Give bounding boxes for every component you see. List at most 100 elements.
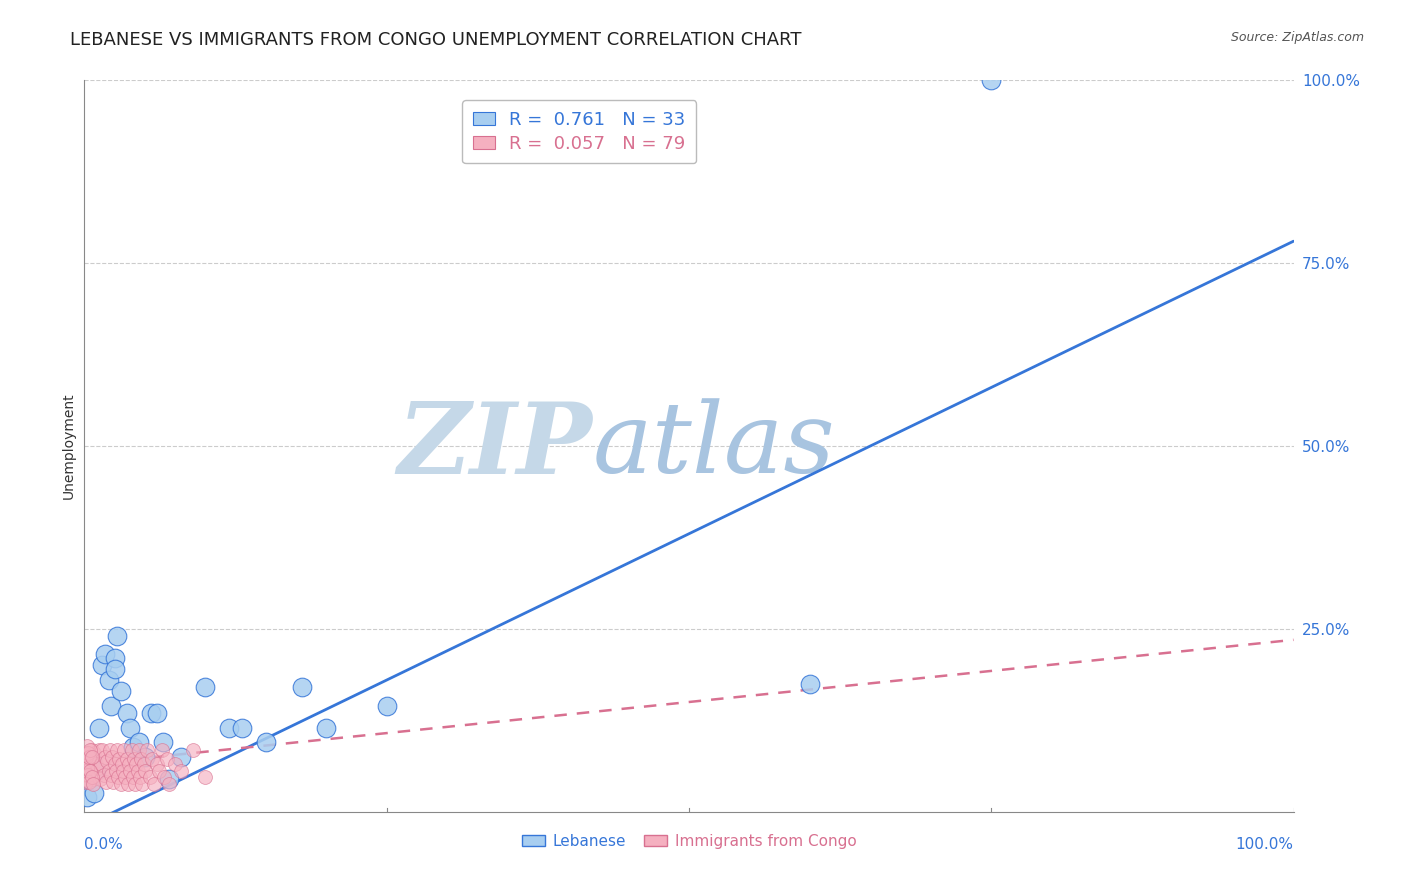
Point: [86, 764, 108, 779]
Point: [170, 749, 193, 764]
Point: [79, 761, 101, 775]
Point: [112, 742, 135, 756]
Point: [799, 676, 821, 690]
Point: [104, 764, 127, 779]
Text: ZIP: ZIP: [398, 398, 592, 494]
Point: [152, 735, 174, 749]
Point: [134, 764, 156, 779]
Point: [77, 775, 100, 789]
Point: [86, 757, 108, 772]
Point: [128, 742, 150, 756]
Point: [107, 770, 129, 784]
Point: [80, 770, 103, 784]
Point: [105, 629, 128, 643]
Point: [91, 742, 114, 756]
Point: [100, 698, 122, 713]
Point: [153, 770, 176, 784]
Point: [120, 764, 142, 779]
Point: [94, 648, 117, 662]
Point: [121, 770, 143, 784]
Point: [75, 775, 97, 789]
Point: [218, 721, 240, 735]
Point: [181, 742, 204, 756]
Point: [83, 746, 105, 760]
Point: [80, 754, 103, 768]
Point: [96, 754, 118, 768]
Point: [97, 764, 120, 779]
Point: [138, 770, 160, 784]
Point: [83, 787, 105, 801]
Point: [375, 698, 398, 713]
Point: [80, 742, 103, 756]
Point: [84, 768, 107, 782]
Point: [315, 721, 337, 735]
Point: [97, 673, 120, 687]
Text: LEBANESE VS IMMIGRANTS FROM CONGO UNEMPLOYMENT CORRELATION CHART: LEBANESE VS IMMIGRANTS FROM CONGO UNEMPL…: [70, 31, 801, 49]
Point: [291, 681, 314, 695]
Point: [111, 757, 134, 772]
Point: [76, 790, 98, 805]
Point: [110, 777, 132, 791]
Point: [80, 749, 103, 764]
Point: [134, 749, 156, 764]
Text: atlas: atlas: [592, 399, 835, 493]
Point: [122, 752, 145, 766]
Point: [141, 752, 163, 766]
Point: [155, 752, 177, 766]
Point: [108, 752, 131, 766]
Point: [146, 706, 169, 720]
Point: [128, 735, 150, 749]
Point: [131, 777, 153, 791]
Point: [114, 770, 136, 784]
Point: [93, 768, 115, 782]
Point: [75, 749, 97, 764]
Point: [79, 742, 101, 756]
Point: [129, 752, 152, 766]
Point: [101, 749, 124, 764]
Point: [100, 768, 122, 782]
Point: [132, 757, 155, 772]
Point: [73, 768, 96, 782]
Point: [76, 761, 98, 775]
Point: [165, 757, 187, 772]
Point: [77, 749, 100, 764]
Point: [76, 761, 98, 775]
Point: [148, 764, 170, 779]
Point: [77, 746, 100, 760]
Point: [121, 740, 143, 755]
Point: [91, 658, 114, 673]
Point: [87, 742, 110, 756]
Text: Source: ZipAtlas.com: Source: ZipAtlas.com: [1230, 31, 1364, 45]
Point: [157, 777, 180, 791]
Point: [143, 777, 166, 791]
Point: [150, 742, 173, 756]
Point: [125, 757, 148, 772]
Point: [254, 735, 277, 749]
Point: [110, 684, 132, 698]
Point: [75, 772, 97, 786]
Point: [146, 757, 169, 772]
Point: [79, 764, 101, 779]
Point: [127, 764, 149, 779]
Point: [194, 770, 217, 784]
Point: [98, 742, 121, 756]
Point: [103, 775, 125, 789]
Point: [104, 757, 127, 772]
Point: [77, 754, 100, 768]
Y-axis label: Unemployment: Unemployment: [62, 392, 76, 500]
Point: [129, 770, 152, 784]
Point: [82, 777, 104, 791]
Point: [89, 772, 111, 786]
Point: [124, 777, 146, 791]
Point: [136, 742, 159, 756]
Point: [77, 768, 100, 782]
Point: [86, 761, 108, 775]
Point: [194, 681, 217, 695]
Point: [90, 757, 112, 772]
Point: [77, 772, 100, 786]
Point: [121, 742, 143, 756]
Point: [112, 764, 135, 779]
Point: [105, 742, 128, 756]
Point: [115, 752, 138, 766]
Text: 100.0%: 100.0%: [1236, 838, 1294, 853]
